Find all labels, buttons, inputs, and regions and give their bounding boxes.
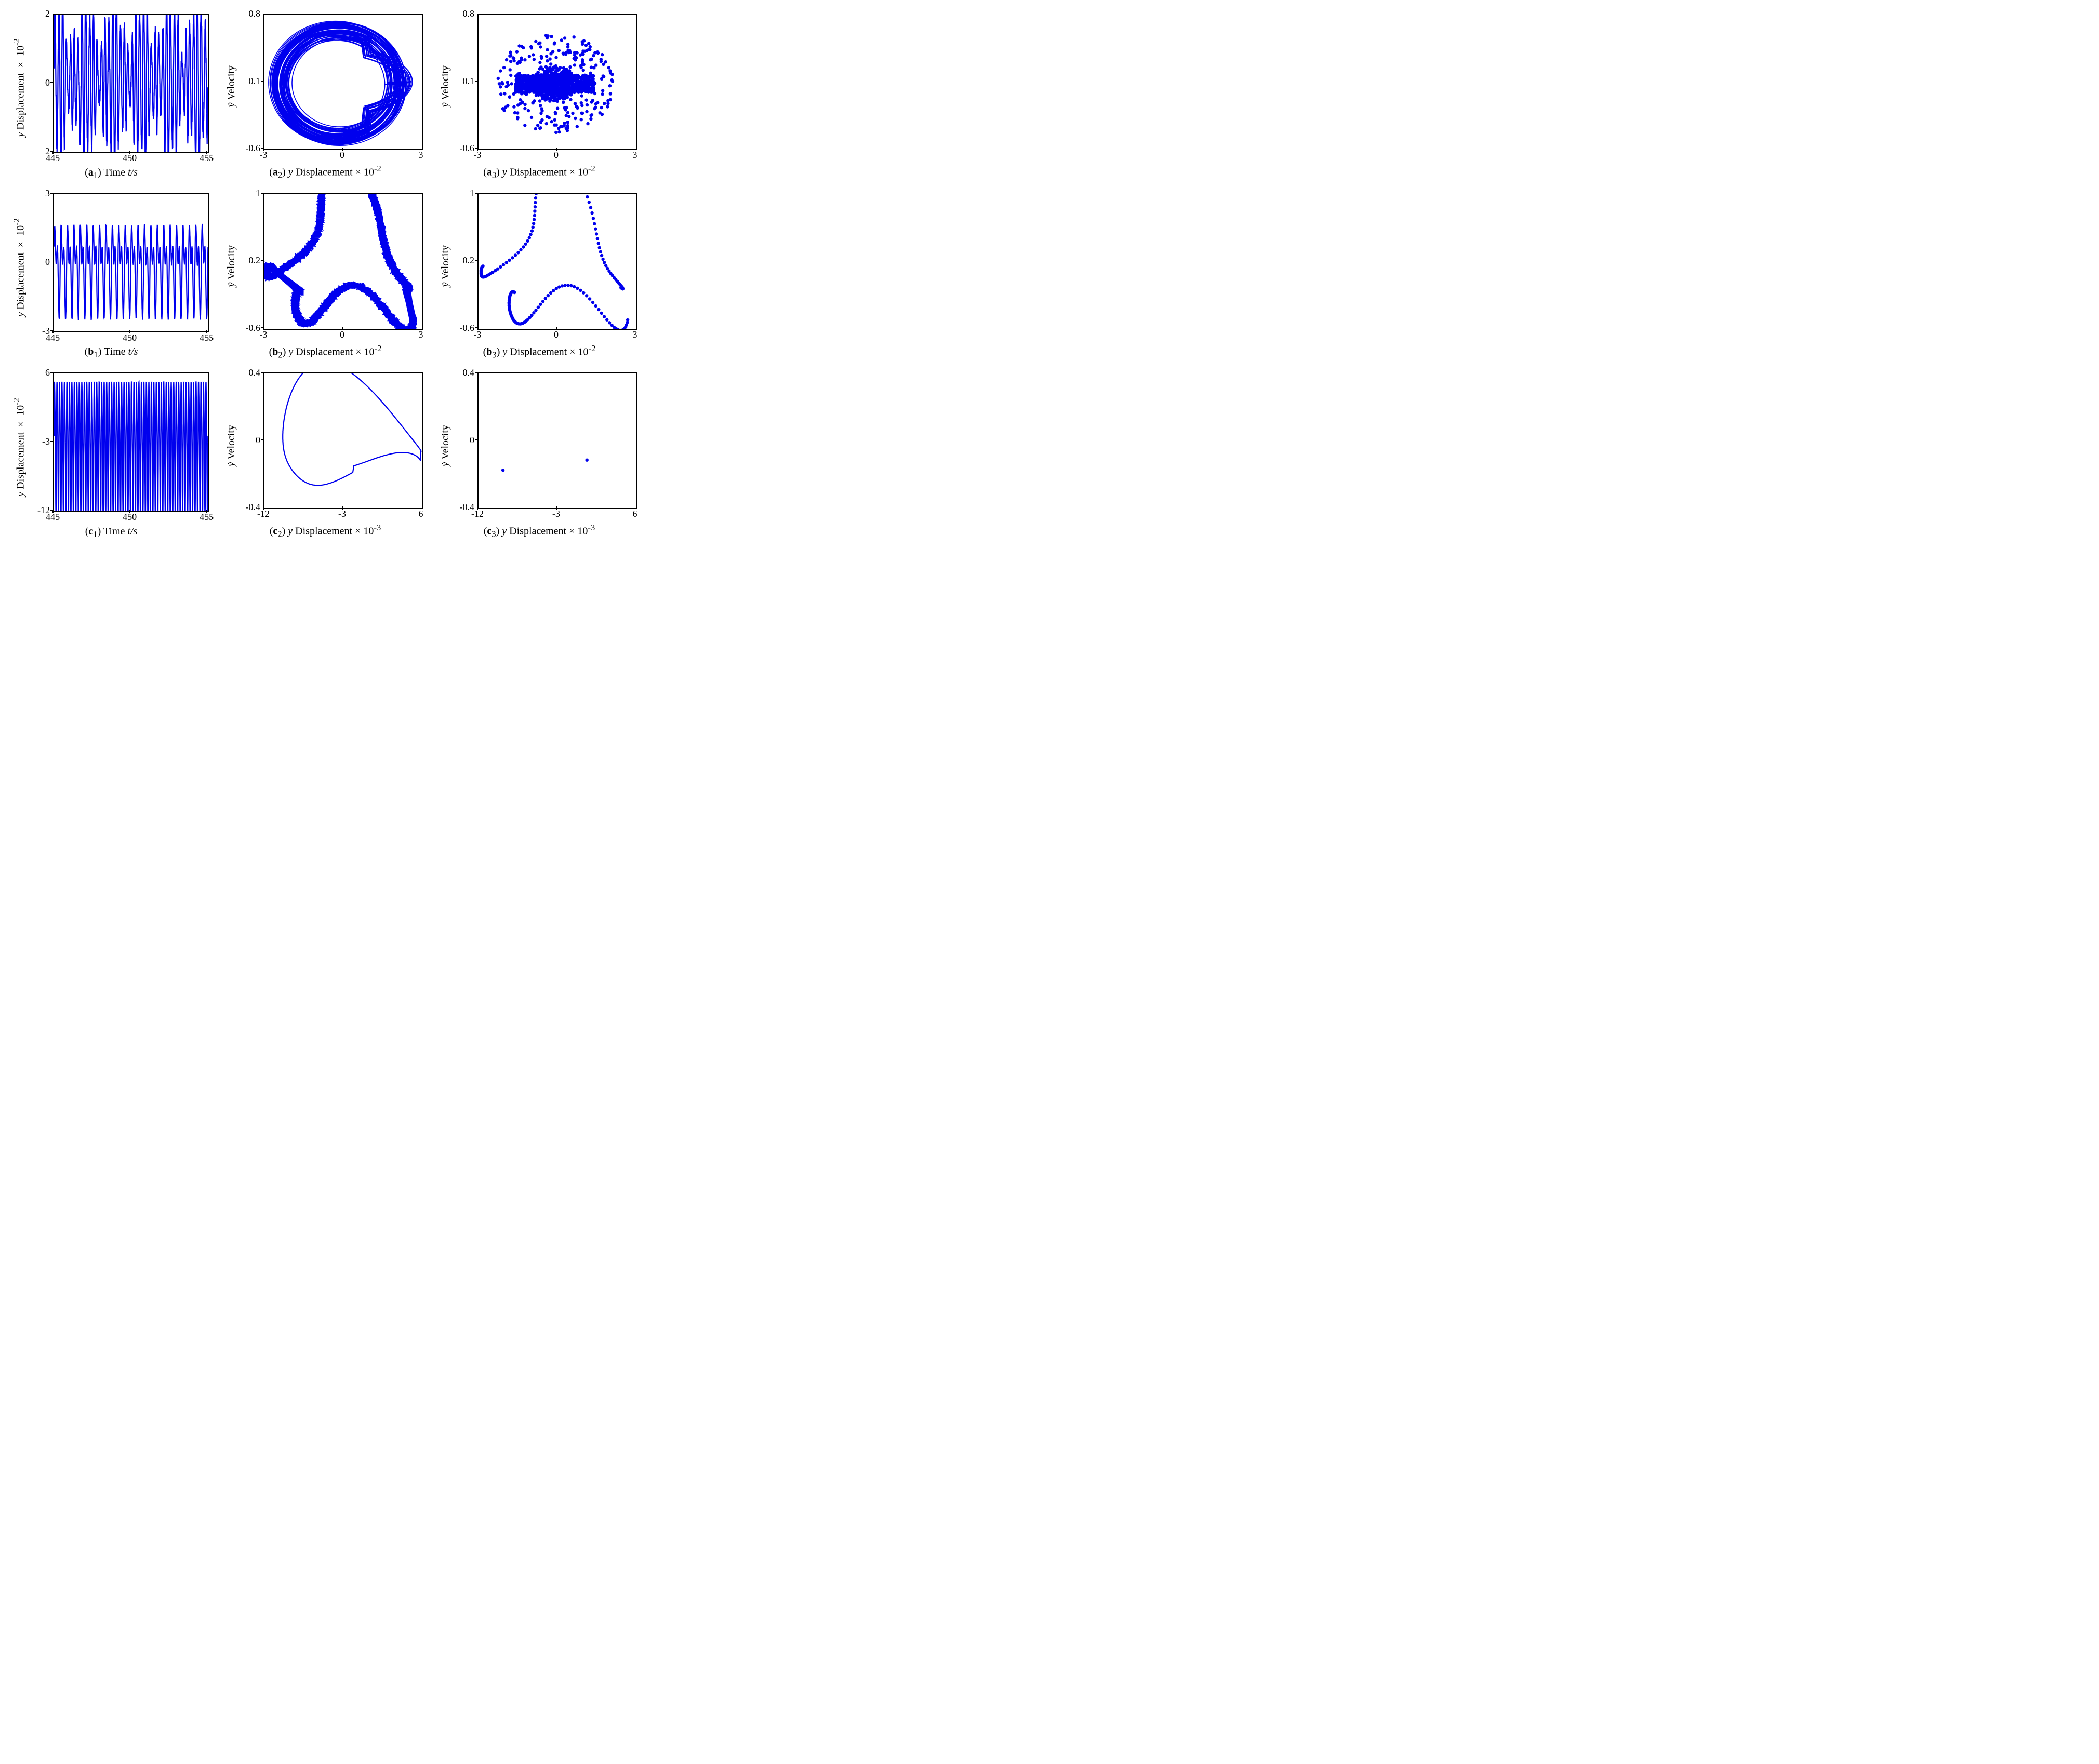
xtick: 3 (633, 150, 637, 159)
plot-area: 445450455202 (28, 10, 212, 166)
xtick: 3 (633, 330, 637, 339)
poincare-points (501, 459, 589, 472)
xlabel: (c3) y Displacement × 10-3 (484, 523, 595, 540)
ytick: 0.4 (463, 368, 475, 377)
xtick: 3 (419, 150, 423, 159)
plot-area: -12-36-0.400.4 (238, 369, 426, 522)
xtick: 0 (554, 330, 559, 339)
ylabel: ẏ Velocity (224, 65, 238, 107)
plot-area: -3 0 3 -0.6 0.2 1 (238, 190, 426, 342)
ytick: -0.6 (246, 143, 261, 153)
xtick: 3 (419, 330, 423, 339)
ylabel: ẏ Velocity (439, 65, 453, 107)
ytick: 0.1 (463, 76, 475, 86)
ytick: -3 (42, 437, 50, 446)
ytick: -12 (37, 505, 50, 515)
xtick: -3 (260, 150, 268, 159)
xlabel: (b3) y Displacement × 10-2 (483, 343, 596, 360)
ytick: 1 (256, 189, 260, 198)
poincare-points (480, 194, 630, 329)
ytick: 0.4 (249, 368, 261, 377)
ytick: 2 (45, 9, 50, 18)
ylabel: ẏ Velocity (224, 245, 238, 287)
xtick: -3 (474, 330, 482, 339)
plot-area: -3 0 3 -0.6 0.2 1 (453, 190, 640, 342)
xlabel: (a2) y Displacement × 10-2 (269, 164, 381, 181)
xtick: 0 (554, 150, 559, 159)
ytick: 0.8 (463, 9, 475, 18)
ylabel: y Displacement × 10-2 (10, 218, 28, 317)
trace (54, 382, 208, 511)
xtick: 0 (340, 330, 344, 339)
panel-b3: ẏ Velocity -3 0 3 -0.6 0.2 1 (b3) y Displacemen… (439, 190, 640, 360)
ytick: 0.1 (249, 76, 261, 86)
ylabel: y Displacement × 10-2 (10, 38, 28, 137)
trace (54, 15, 208, 152)
ytick: -0.4 (460, 502, 475, 512)
ytick: 1 (470, 189, 474, 198)
ytick: -3 (42, 326, 50, 336)
ytick: -0.4 (246, 502, 261, 512)
xtick: -3 (552, 509, 560, 518)
ytick: 0.2 (249, 256, 261, 265)
ytick: -0.6 (246, 323, 261, 332)
ylabel: ẏ Velocity (439, 425, 453, 466)
ytick: -0.6 (460, 323, 475, 332)
xlabel: (a1) Time t/s (85, 167, 138, 181)
ytick: 3 (45, 189, 50, 198)
ytick: 0.8 (249, 9, 261, 18)
xtick: 455 (200, 153, 214, 163)
xlabel: (c1) Time t/s (85, 526, 138, 540)
panel-a1: y Displacement × 10-2445450455202(a1) Ti… (10, 10, 212, 181)
panel-a2: ẏ Velocity -3 0 3 -0.6 0.1 0.8 (a2) y Displacem… (224, 10, 426, 181)
ylabel: y Displacement × 10-2 (10, 398, 28, 497)
panel-c2: ẏ Velocity-12-36-0.400.4(c2) y Displacem… (224, 369, 426, 540)
ytick: 0 (45, 257, 50, 266)
xtick: 455 (200, 333, 214, 342)
xtick: 6 (419, 509, 423, 518)
poincare-points (497, 34, 615, 134)
plot-area: 445450455-12-36 (28, 369, 212, 525)
xtick: 450 (123, 512, 137, 522)
ytick: 0 (470, 435, 474, 445)
ytick: 0 (256, 435, 260, 445)
xtick: 450 (123, 333, 137, 342)
xtick: 455 (200, 512, 214, 522)
plot-area: -3 0 3 -0.6 0.1 0.8 (238, 10, 426, 163)
orbit (264, 194, 417, 329)
plot-area: -12-36-0.400.4 (453, 369, 640, 522)
xlabel: (c2) y Displacement × 10-3 (270, 523, 381, 540)
xlabel: (a3) y Displacement × 10-2 (483, 164, 595, 181)
panel-c1: y Displacement × 10-2445450455-12-36(c1)… (10, 369, 212, 540)
ylabel: ẏ Velocity (439, 245, 453, 287)
panel-b2: ẏ Velocity -3 0 3 -0.6 0.2 1 (b2) y Displacemen… (224, 190, 426, 360)
xlabel: (b2) y Displacement × 10-2 (269, 343, 382, 360)
ytick: -0.6 (460, 143, 475, 153)
xtick: -3 (260, 330, 268, 339)
orbit (269, 21, 413, 146)
panel-c3: ẏ Velocity-12-36-0.400.4(c3) y Displacem… (439, 369, 640, 540)
xlabel: (b1) Time t/s (85, 346, 138, 360)
xtick: 6 (633, 509, 637, 518)
plot-area: 445450455-303 (28, 190, 212, 345)
ytick: 0 (45, 78, 50, 87)
ytick: 0.2 (463, 256, 475, 265)
trace (54, 224, 208, 319)
xtick: 450 (123, 153, 137, 163)
xtick: -3 (338, 509, 346, 518)
orbit (283, 373, 421, 485)
plot-area: -3 0 3 -0.6 0.1 0.8 (453, 10, 640, 163)
ytick: 2 (45, 146, 50, 156)
panel-b1: y Displacement × 10-2445450455-303(b1) T… (10, 190, 212, 360)
ytick: 6 (45, 368, 50, 377)
panel-a3: ẏ Velocity -3 0 3 -0.6 0.1 0.8 (a3) y Displacem… (439, 10, 640, 181)
xtick: -3 (474, 150, 482, 159)
xtick: 0 (340, 150, 344, 159)
ylabel: ẏ Velocity (224, 425, 238, 466)
figure-grid: y Displacement × 10-2445450455202(a1) Ti… (10, 10, 640, 540)
